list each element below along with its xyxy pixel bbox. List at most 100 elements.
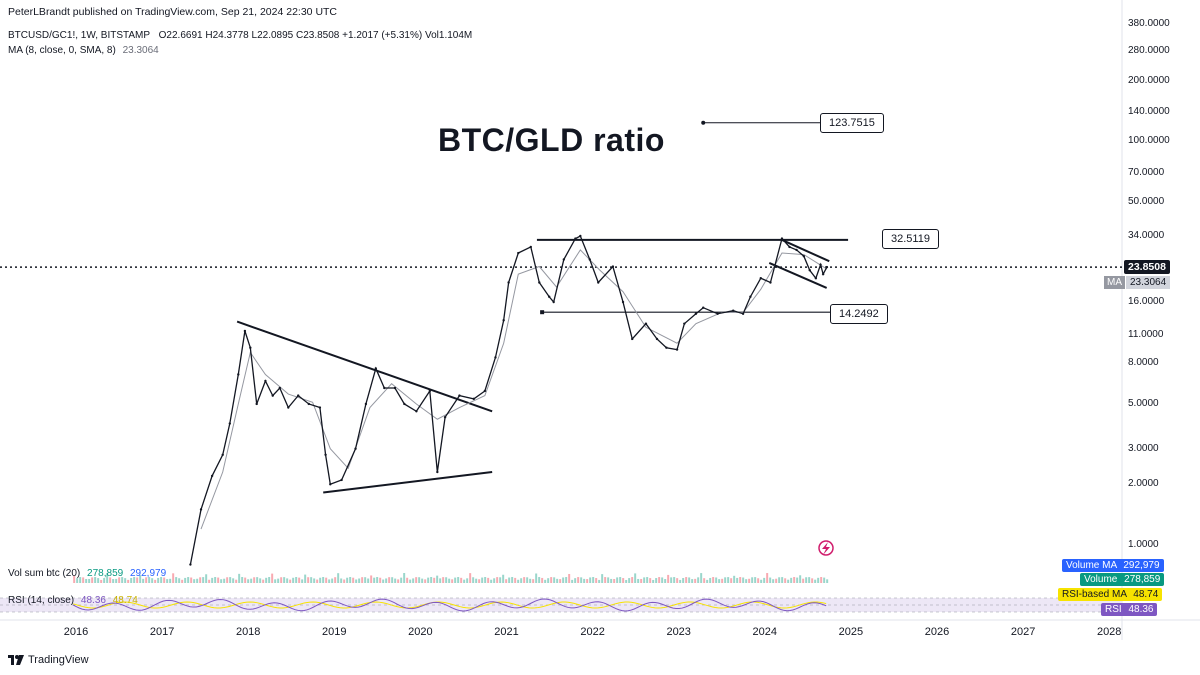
price-point xyxy=(769,281,772,284)
volume-bar xyxy=(457,577,460,583)
ma-legend-label[interactable]: MA (8, close, 0, SMA, 8) xyxy=(8,45,116,56)
price-point xyxy=(458,394,461,397)
trendline[interactable] xyxy=(236,320,493,413)
lightning-icon[interactable] xyxy=(818,540,834,556)
volume-bar xyxy=(316,579,319,583)
volume-bar xyxy=(130,577,133,583)
volume-bar xyxy=(226,577,229,583)
volume-bar xyxy=(190,577,193,583)
volume-bar xyxy=(649,578,652,583)
volume-bar xyxy=(691,579,694,583)
volume-bar xyxy=(766,573,769,583)
volume-bar xyxy=(193,579,196,583)
volume-bar xyxy=(634,573,637,583)
volume-histogram xyxy=(73,573,829,583)
volume-bar xyxy=(268,577,271,583)
volume-bar xyxy=(412,578,415,583)
volume-badge-label: Volume xyxy=(1084,574,1118,585)
price-point xyxy=(529,245,532,249)
volume-bar xyxy=(553,577,556,583)
price-point xyxy=(749,295,752,298)
price-point xyxy=(702,306,705,309)
price-point xyxy=(655,337,659,341)
volume-bar xyxy=(160,577,163,583)
volume-bar xyxy=(274,579,277,583)
volume-bar xyxy=(82,577,85,583)
volume-bar xyxy=(580,577,583,583)
volume-bar xyxy=(718,579,721,583)
last-price-label: 23.8508 xyxy=(1124,260,1170,274)
volume-bar xyxy=(640,578,643,583)
volume-bar xyxy=(175,577,178,583)
price-tick-label: 16.0000 xyxy=(1128,296,1165,308)
volume-bar xyxy=(379,577,382,583)
volume-bar xyxy=(538,577,541,583)
volume-bar xyxy=(577,577,580,583)
volume-bar xyxy=(727,577,730,583)
volume-bar xyxy=(661,577,664,583)
volume-bar xyxy=(91,577,94,583)
price-point xyxy=(665,346,668,349)
volume-bar xyxy=(109,577,112,583)
price-point xyxy=(780,237,784,240)
volume-bar xyxy=(322,577,325,583)
price-tick-label: 380.0000 xyxy=(1128,18,1170,30)
trendline[interactable] xyxy=(323,471,493,494)
price-point xyxy=(249,346,252,349)
ohlc-values: O22.6691 H24.3778 L22.0895 C23.8508 +1.2… xyxy=(158,30,473,41)
volume-bar xyxy=(295,577,298,583)
volume-bar xyxy=(244,577,247,583)
year-tick-label: 2024 xyxy=(752,626,778,638)
price-point xyxy=(808,269,811,272)
volume-bar xyxy=(616,577,619,583)
rsi-ma-badge-value: 48.74 xyxy=(1133,589,1159,600)
price-point xyxy=(631,337,634,341)
volume-bar xyxy=(184,577,187,583)
volume-bar xyxy=(271,573,274,583)
volume-bar xyxy=(535,573,538,583)
volume-ma-badge: Volume MA 292,979 xyxy=(1062,559,1164,572)
price-point xyxy=(821,272,825,276)
trendline[interactable] xyxy=(781,239,830,263)
volume-bar xyxy=(367,578,370,583)
volume-bar xyxy=(679,579,682,583)
volume-bar xyxy=(214,577,217,583)
volume-bar xyxy=(589,577,592,583)
volume-bar xyxy=(826,579,829,583)
support-line-anchor[interactable] xyxy=(540,310,545,315)
volume-bar xyxy=(421,578,424,583)
volume-bar xyxy=(199,577,202,583)
rsi-legend: RSI (14, close) 48.36 48.74 xyxy=(8,595,138,606)
price-point xyxy=(644,322,648,325)
volume-bar xyxy=(406,577,409,583)
price-tick-label: 2.0000 xyxy=(1128,478,1159,490)
volume-bar xyxy=(154,579,157,583)
price-tick-label: 70.0000 xyxy=(1128,166,1165,178)
volume-bar xyxy=(715,577,718,583)
tradingview-brand[interactable]: TradingView xyxy=(8,654,89,666)
volume-bar xyxy=(763,577,766,583)
trendline[interactable] xyxy=(768,262,828,289)
price-tick-label: 50.0000 xyxy=(1128,196,1165,208)
volume-bar xyxy=(646,577,649,583)
volume-bar xyxy=(790,577,793,583)
price-point xyxy=(552,300,555,304)
price-point xyxy=(741,312,745,315)
volume-bar xyxy=(499,577,502,583)
volume-bar xyxy=(235,579,238,583)
symbol-name[interactable]: BTCUSD/GC1!, 1W, BITSTAMP xyxy=(8,30,150,41)
volume-bar xyxy=(265,577,268,583)
volume-bar xyxy=(97,578,100,583)
price-point xyxy=(547,295,551,298)
volume-bar xyxy=(643,577,646,583)
volume-bar xyxy=(820,577,823,583)
volume-bar xyxy=(382,579,385,583)
volume-bar xyxy=(547,578,550,583)
price-tick-label: 5.0000 xyxy=(1128,397,1159,409)
ma-price-label: 23.3064 xyxy=(1126,276,1171,289)
volume-bar xyxy=(592,577,595,583)
volume-legend-label[interactable]: Vol sum btc (20) xyxy=(8,568,81,579)
year-tick-label: 2019 xyxy=(322,626,347,638)
rsi-legend-label[interactable]: RSI (14, close) xyxy=(8,595,75,606)
